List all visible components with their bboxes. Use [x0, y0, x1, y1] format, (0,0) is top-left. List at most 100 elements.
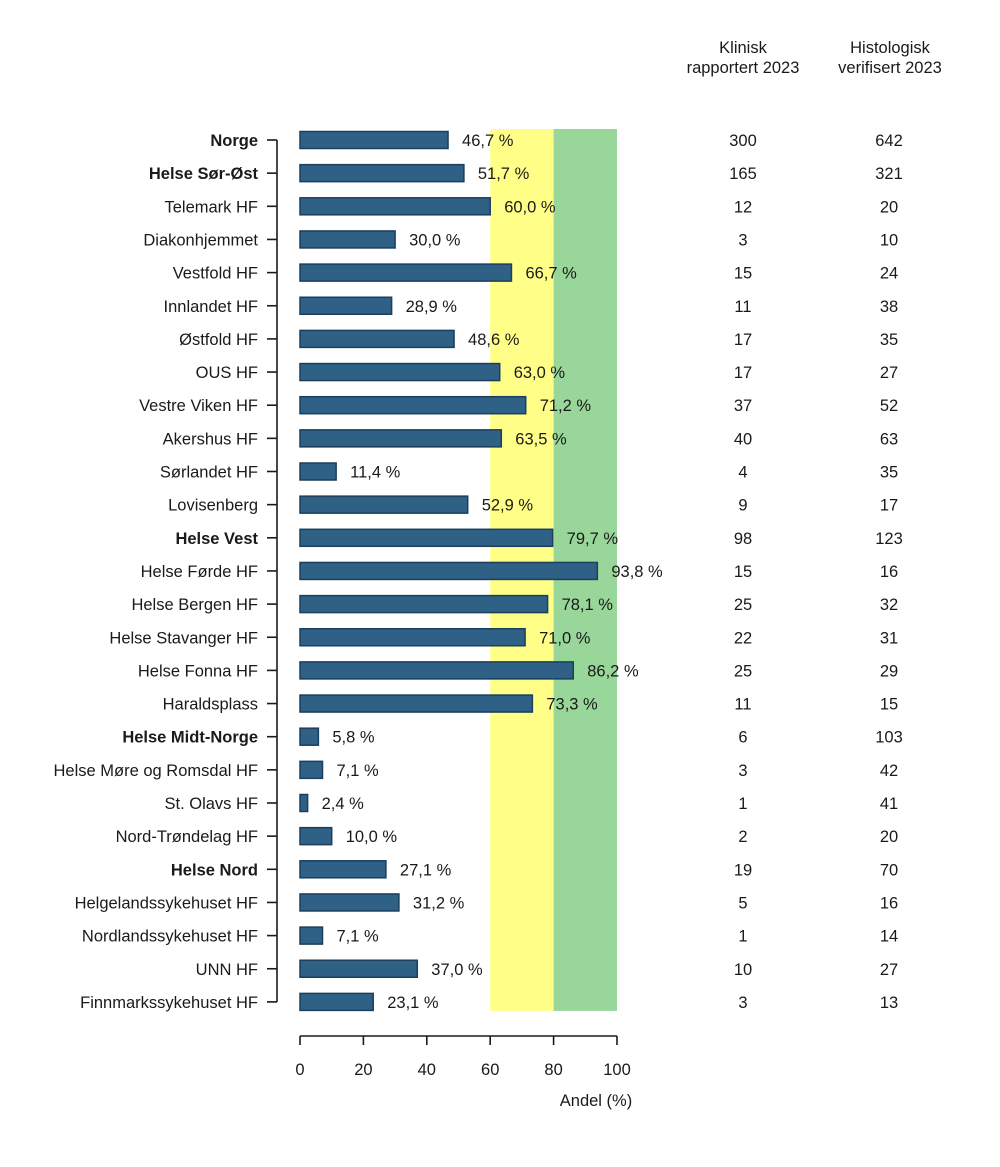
category-label: Østfold HF	[179, 331, 258, 349]
klinisk-count: 4	[738, 464, 747, 482]
klinisk-count: 17	[734, 331, 752, 349]
x-tick-label: 100	[603, 1061, 631, 1079]
bar-value-label: 37,0 %	[431, 961, 483, 979]
bar-value-label: 66,7 %	[525, 265, 577, 283]
bar	[299, 130, 449, 150]
bar	[299, 561, 599, 581]
category-label: Helse Midt-Norge	[122, 729, 258, 747]
histologisk-count: 20	[880, 198, 898, 216]
klinisk-count: 2	[738, 828, 747, 846]
histologisk-count: 32	[880, 596, 898, 614]
bar-value-label: 2,4 %	[322, 795, 365, 813]
bar-value-label: 78,1 %	[562, 596, 614, 614]
klinisk-count: 17	[734, 364, 752, 382]
bar-value-label: 5,8 %	[332, 729, 375, 747]
bar	[299, 429, 503, 448]
histologisk-count: 42	[880, 762, 898, 780]
bar	[299, 594, 549, 614]
klinisk-count: 165	[729, 165, 757, 183]
category-label: Helgelandssykehuset HF	[75, 894, 258, 912]
x-tick-label: 60	[481, 1061, 499, 1079]
column-header-klinisk: Klinisk rapportert 2023	[663, 38, 823, 78]
bar	[299, 992, 374, 1012]
histologisk-count: 20	[880, 828, 898, 846]
bar-value-label: 93,8 %	[611, 563, 663, 581]
histologisk-count: 24	[880, 265, 898, 283]
category-label: Diakonhjemmet	[143, 231, 258, 249]
category-label: Haraldsplass	[163, 696, 258, 714]
bar	[299, 926, 324, 945]
bar-value-label: 7,1 %	[337, 762, 380, 780]
histologisk-count: 642	[875, 132, 903, 150]
klinisk-count: 15	[734, 265, 752, 283]
x-axis: 0 20 40 60 80 100	[295, 1035, 631, 1079]
klinisk-count: 11	[734, 298, 751, 316]
category-label: Akershus HF	[163, 430, 258, 448]
klinisk-count: 5	[738, 894, 747, 912]
bar-value-label: 31,2 %	[413, 894, 465, 912]
category-label: Telemark HF	[164, 198, 258, 216]
category-label: Vestfold HF	[173, 265, 258, 283]
value-labels: 46,7 % 51,7 % 60,0 % 30,0 % 66,7 % 28,9 % 48,6…	[322, 132, 663, 1012]
histologisk-count: 17	[880, 497, 898, 515]
x-tick-label: 20	[354, 1061, 372, 1079]
bar	[299, 395, 527, 415]
klinisk-count: 25	[734, 662, 752, 680]
histologisk-count: 321	[875, 165, 903, 183]
bar	[299, 230, 396, 249]
bar	[299, 462, 337, 481]
bar-value-label: 27,1 %	[400, 861, 452, 879]
category-label: Norge	[210, 132, 258, 150]
histologisk-count: 35	[880, 331, 898, 349]
bar-value-label: 52,9 %	[482, 497, 534, 515]
category-label: St. Olavs HF	[164, 795, 258, 813]
histologisk-count: 27	[880, 961, 898, 979]
bar	[299, 362, 501, 382]
histologisk-count: 13	[880, 994, 898, 1012]
bar	[299, 959, 419, 978]
category-label: Helse Sør-Øst	[149, 165, 259, 183]
bar	[299, 893, 400, 912]
bar-value-label: 86,2 %	[587, 662, 639, 680]
bar	[299, 528, 554, 548]
bar-value-label: 11,4 %	[350, 464, 400, 482]
klinisk-count: 37	[734, 397, 752, 415]
klinisk-count: 12	[734, 198, 752, 216]
category-label: Vestre Viken HF	[139, 397, 258, 415]
bar	[299, 263, 513, 282]
bar-value-label: 60,0 %	[504, 198, 556, 216]
histologisk-count: 103	[875, 729, 903, 747]
category-label: Helse Nord	[171, 861, 258, 879]
category-label: Helse Møre og Romsdal HF	[54, 762, 258, 780]
category-label: Helse Førde HF	[141, 563, 258, 581]
category-label: Helse Vest	[175, 530, 258, 548]
histologisk-count: 27	[880, 364, 898, 382]
klinisk-count: 19	[734, 861, 752, 879]
bar	[299, 296, 393, 315]
bar-value-label: 79,7 %	[567, 530, 619, 548]
category-label: Helse Bergen HF	[131, 596, 258, 614]
bar	[299, 163, 465, 183]
bar-value-label: 46,7 %	[462, 132, 514, 150]
x-tick-label: 80	[544, 1061, 562, 1079]
bar	[299, 727, 320, 746]
histologisk-count: 16	[880, 563, 898, 581]
bar	[299, 694, 534, 713]
x-tick-label: 0	[295, 1061, 304, 1079]
y-axis: Norge Helse Sør-Øst Telemark HF Diakonhjemm…	[54, 132, 278, 1012]
klinisk-count: 1	[738, 928, 747, 946]
bar	[299, 760, 324, 780]
klinisk-count: 10	[734, 961, 752, 979]
klinisk-count: 300	[729, 132, 757, 150]
klinisk-count: 3	[738, 231, 747, 249]
histologisk-count: 52	[880, 397, 898, 415]
column-header-klinisk-line2: rapportert 2023	[686, 59, 800, 77]
histologisk-count: 10	[880, 231, 898, 249]
klinisk-count: 1	[738, 795, 747, 813]
bar	[299, 628, 526, 647]
bar-value-label: 51,7 %	[478, 165, 530, 183]
bar-value-label: 73,3 %	[546, 696, 598, 714]
bar-value-label: 7,1 %	[337, 928, 380, 946]
category-label: Helse Fonna HF	[138, 662, 258, 680]
